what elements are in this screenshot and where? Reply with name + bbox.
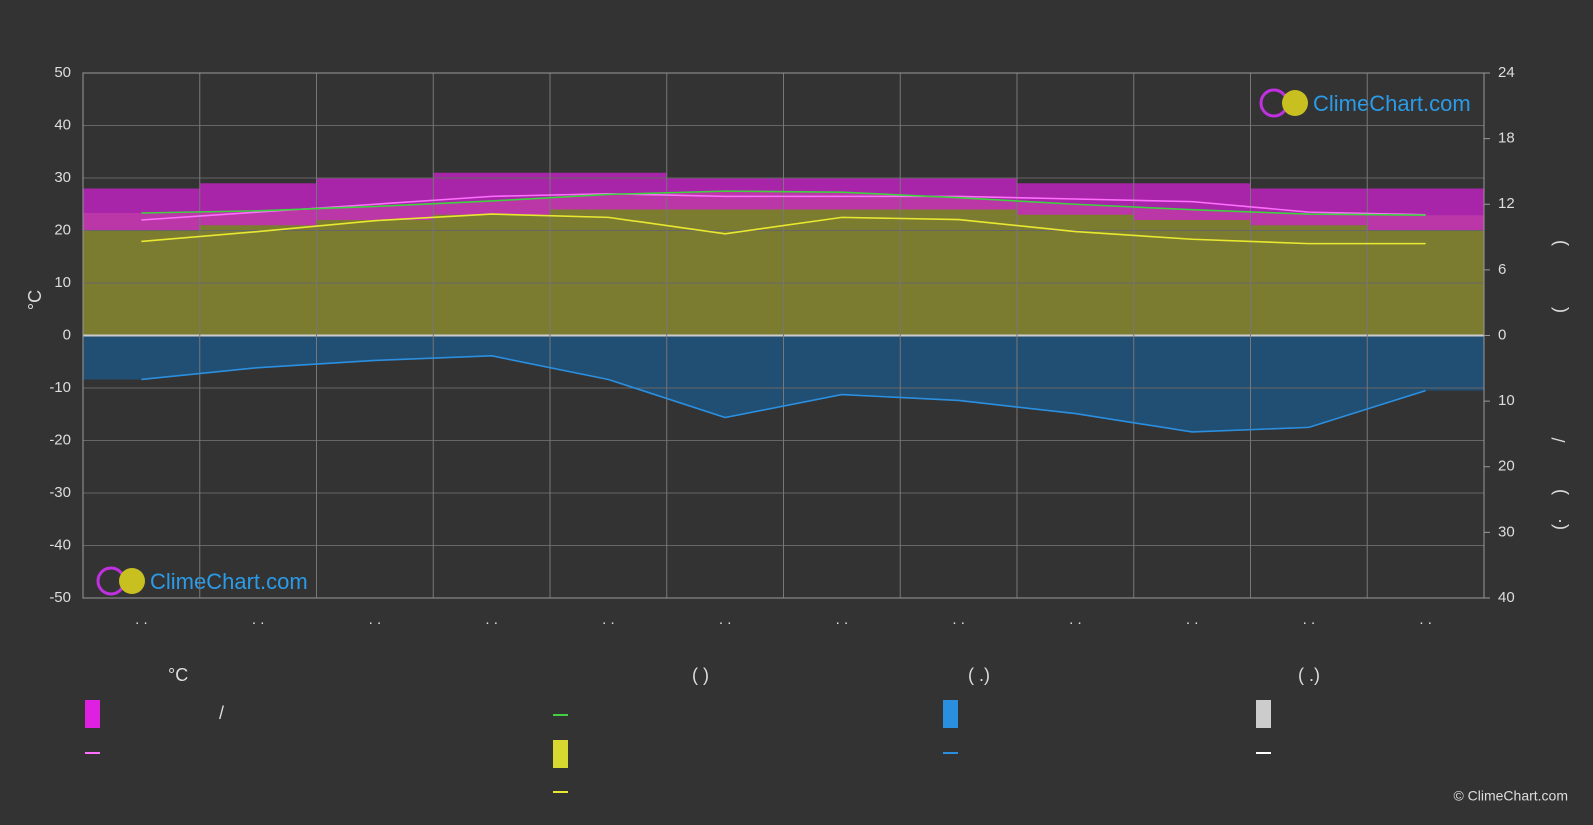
legend: °C ( ) ( .) ( .) / [85, 665, 1320, 793]
temp-range [666, 178, 784, 210]
y-tick-label: 20 [54, 221, 71, 238]
y2-tick-label: 0 [1498, 326, 1506, 343]
x-tick-label: . . [602, 611, 615, 628]
temp-range [199, 183, 317, 226]
x-tick-label: . . [836, 611, 849, 628]
y-axis-label: °C [25, 290, 45, 310]
legend-heading: ( ) [692, 665, 709, 685]
y-tick-label: 30 [54, 169, 71, 186]
y3-tick-label: 40 [1498, 589, 1515, 606]
legend-heading: ( .) [1298, 665, 1320, 685]
right-axis-label: / [1549, 437, 1569, 442]
y-tick-label: 0 [63, 326, 71, 343]
y-tick-label: -30 [49, 484, 71, 501]
x-tick-label: . . [1186, 611, 1199, 628]
y-tick-label: 40 [54, 116, 71, 133]
temp-range [433, 172, 550, 215]
logo-icon [119, 568, 145, 594]
legend-text: / [219, 703, 224, 723]
y3-tick-label: 30 [1498, 523, 1515, 540]
x-tick-label: . . [485, 611, 498, 628]
legend-heading: ( .) [968, 665, 990, 685]
y-tick-label: -40 [49, 536, 71, 553]
legend-swatch [553, 740, 568, 768]
y-tick-label: -50 [49, 589, 71, 606]
x-tick-label: . . [1419, 611, 1432, 628]
legend-heading: °C [168, 665, 188, 685]
y3-tick-label: 20 [1498, 458, 1515, 475]
y2-tick-label: 12 [1498, 195, 1515, 212]
logo-icon [1282, 90, 1308, 116]
x-tick-label: . . [135, 611, 148, 628]
logo-top: ClimeChart.com [1259, 88, 1471, 118]
y2-tick-label: 24 [1498, 64, 1515, 81]
plot [82, 72, 1485, 599]
temp-range [1250, 188, 1368, 226]
right-axis-label: ) [1549, 489, 1569, 495]
x-tick-label: . . [719, 611, 732, 628]
x-tick-label: . . [952, 611, 965, 628]
line [141, 190, 1426, 216]
line [141, 213, 1426, 245]
y2-tick-label: 6 [1498, 261, 1506, 278]
line [141, 355, 1426, 433]
y2-tick-label: 18 [1498, 130, 1515, 147]
line [141, 192, 1426, 221]
y-tick-label: -10 [49, 379, 71, 396]
legend-swatch [85, 700, 100, 728]
right-axis-label: ( [1549, 307, 1569, 313]
copyright: © ClimeChart.com [1453, 788, 1568, 804]
legend-swatch [943, 700, 958, 728]
right-axis-label: (· [1549, 518, 1569, 530]
logo-text: ClimeChart.com [150, 569, 308, 594]
right-axis-label: ) [1549, 240, 1569, 246]
x-tick-label: . . [1303, 611, 1316, 628]
temp-range [550, 172, 667, 210]
y-tick-label: 10 [54, 274, 71, 291]
y-tick-label: -20 [49, 431, 71, 448]
logo-text: ClimeChart.com [1313, 91, 1471, 116]
temp-range [83, 188, 200, 231]
temp-range [316, 178, 434, 220]
temp-range [1367, 188, 1484, 231]
y3-tick-label: 10 [1498, 392, 1515, 409]
logo-bottom: ClimeChart.com [96, 566, 308, 596]
x-tick-label: . . [369, 611, 382, 628]
x-tick-label: . . [1069, 611, 1082, 628]
y-tick-label: 50 [54, 64, 71, 81]
legend-swatch [1256, 700, 1271, 728]
temp-range [900, 178, 1017, 210]
x-tick-label: . . [252, 611, 265, 628]
